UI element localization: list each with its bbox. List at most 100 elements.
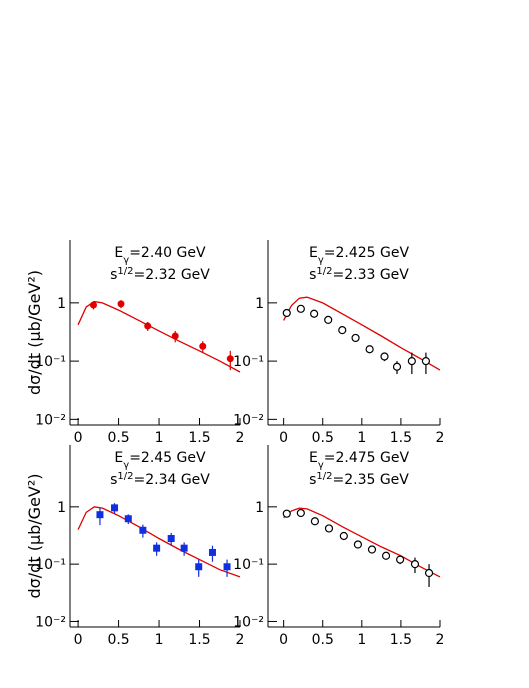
y-tick-label: 10⁻¹ [35, 354, 66, 370]
annotation-sup: 1/2 [316, 471, 332, 482]
data-point [96, 511, 104, 519]
annotation-rest: =2.45 GeV [129, 450, 206, 466]
data-point [396, 555, 405, 564]
data-point [324, 315, 333, 324]
data-point [338, 326, 347, 335]
data-point [339, 531, 348, 541]
annotation-base: s [309, 472, 316, 488]
data-point [351, 333, 360, 343]
data-point [153, 544, 161, 552]
annotation-rest: =2.425 GeV [324, 245, 410, 261]
x-tick-label: 1.5 [390, 430, 412, 446]
x-tick-label: 0.5 [107, 430, 129, 446]
y-tick-label: 10⁻¹ [35, 557, 66, 573]
y-tick-label: 1 [57, 500, 66, 516]
y-tick-label: 10⁻² [35, 614, 66, 630]
x-tick-label: 2 [436, 632, 445, 648]
data-point [296, 508, 305, 518]
data-point [421, 357, 431, 366]
data-point [167, 535, 175, 543]
data-point [367, 545, 377, 554]
data-point [424, 568, 434, 578]
data-point [144, 322, 152, 330]
data-point [199, 342, 207, 350]
annotation-sup: 1/2 [316, 266, 332, 277]
data-point [380, 352, 389, 361]
annotation-base: s [110, 472, 117, 488]
model-curve [77, 300, 241, 373]
data-point [223, 563, 231, 571]
annotation-rest: =2.40 GeV [129, 245, 206, 261]
model-curve [77, 506, 241, 578]
annotation-rest: =2.32 GeV [133, 267, 210, 283]
annotation-base: E [309, 450, 318, 466]
x-tick-label: 1.5 [390, 632, 412, 648]
annotation-rest: =2.33 GeV [332, 267, 409, 283]
x-tick-label: 0 [279, 632, 288, 648]
data-point [111, 504, 119, 512]
annotation-base: s [309, 267, 316, 283]
x-tick-label: 1 [357, 430, 366, 446]
data-point [407, 357, 416, 366]
y-tick-label: 1 [255, 296, 264, 312]
data-point [381, 551, 391, 560]
annotation-sub: γ [318, 255, 324, 266]
annotation: s1/2=2.34 GeV [110, 471, 210, 489]
data-point [226, 355, 234, 363]
data-point [180, 544, 188, 552]
data-point [139, 526, 147, 534]
data-point [310, 517, 320, 526]
x-tick-label: 1.5 [188, 430, 210, 446]
x-tick-label: 1 [155, 430, 164, 446]
annotation-base: E [114, 245, 123, 261]
data-point [310, 309, 319, 318]
x-tick-label: 0.5 [312, 430, 334, 446]
annotation-rest: =2.475 GeV [324, 450, 410, 466]
annotation-base: s [110, 267, 117, 283]
data-point [282, 308, 291, 318]
annotation: s1/2=2.35 GeV [309, 471, 409, 489]
y-tick-label: 10⁻¹ [233, 557, 264, 573]
annotation-rest: =2.34 GeV [133, 472, 210, 488]
x-tick-label: 0 [279, 430, 288, 446]
data-point [117, 300, 125, 308]
annotation-base: E [114, 450, 123, 466]
y-axis-label: dσ/dt (μb/GeV²) [25, 270, 44, 395]
data-point [171, 332, 179, 340]
data-point [89, 301, 97, 309]
y-tick-label: 10⁻¹ [233, 354, 264, 370]
annotation: Eγ=2.45 GeV [114, 450, 206, 471]
data-point [208, 548, 216, 556]
model-curve [283, 296, 441, 371]
annotation-sup: 1/2 [117, 471, 133, 482]
data-point [410, 560, 420, 569]
y-axis-label: dσ/dt (μb/GeV²) [25, 473, 44, 598]
annotation-sup: 1/2 [117, 266, 133, 277]
model-curve [283, 507, 441, 578]
x-tick-label: 1.5 [188, 632, 210, 648]
annotation-sub: γ [318, 460, 324, 471]
data-point [392, 362, 402, 371]
x-tick-label: 2 [236, 632, 245, 648]
data-point [353, 540, 363, 549]
annotation: s1/2=2.33 GeV [309, 266, 409, 284]
x-tick-label: 0 [74, 430, 83, 446]
data-point [365, 345, 374, 354]
annotation: s1/2=2.32 GeV [110, 266, 210, 284]
x-tick-label: 0 [74, 632, 83, 648]
annotation-base: E [309, 245, 318, 261]
annotation-sub: γ [123, 255, 129, 266]
y-tick-label: 1 [255, 500, 264, 516]
data-point [324, 524, 334, 533]
data-point [296, 304, 305, 313]
data-point [124, 515, 132, 523]
x-tick-label: 1 [155, 632, 164, 648]
y-tick-label: 10⁻² [35, 412, 66, 428]
x-tick-label: 1 [357, 632, 366, 648]
annotation: Eγ=2.475 GeV [309, 450, 410, 471]
data-point [195, 563, 203, 571]
x-tick-label: 2 [436, 430, 445, 446]
annotation: Eγ=2.40 GeV [114, 245, 206, 266]
x-tick-label: 0.5 [107, 632, 129, 648]
